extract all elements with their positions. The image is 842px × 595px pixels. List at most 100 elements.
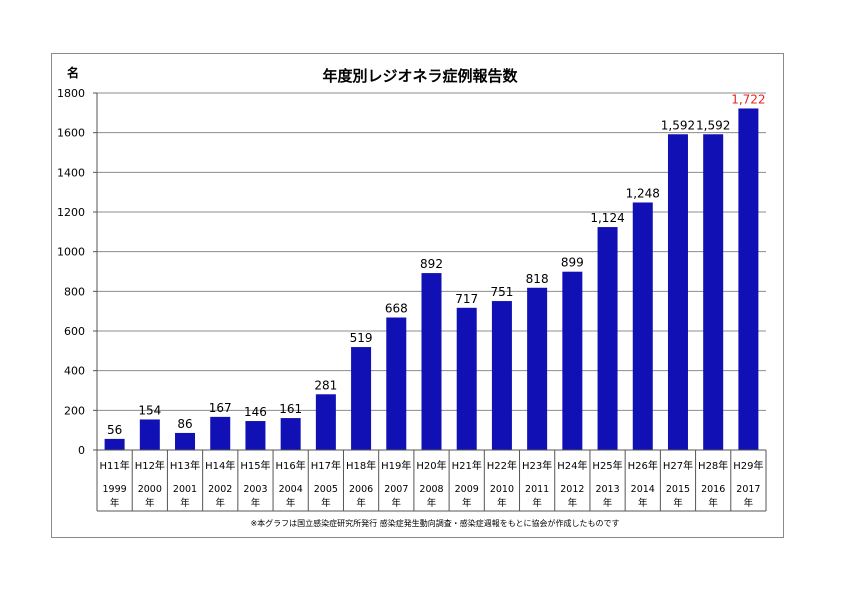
x-tick-label-suffix: 年 [356, 497, 366, 509]
x-tick-label-year: 1999 [103, 484, 127, 495]
x-tick-label-year: 2006 [349, 484, 373, 495]
y-tick-label: 1400 [57, 166, 85, 179]
x-tick-label-suffix: 年 [497, 497, 507, 509]
chart-panel [51, 53, 784, 538]
x-tick-label-era: H15年 [240, 459, 270, 472]
bar [667, 134, 688, 450]
y-tick-label: 400 [64, 365, 85, 378]
data-label: 899 [561, 256, 584, 270]
x-tick-label-era: H21年 [452, 459, 482, 472]
bar [456, 307, 477, 450]
bar [210, 416, 231, 450]
bar [280, 418, 301, 450]
bars [104, 108, 759, 450]
x-tick-label-era: H22年 [487, 459, 517, 472]
x-tick-label-suffix: 年 [286, 497, 296, 509]
bar [738, 108, 759, 450]
x-tick-label-suffix: 年 [568, 497, 578, 509]
data-label: 86 [177, 417, 192, 431]
x-tick-label-era: H25年 [592, 459, 622, 472]
data-label: 167 [209, 401, 232, 415]
y-tick-label: 0 [78, 444, 85, 457]
data-label: 161 [279, 402, 302, 416]
data-label: 1,592 [661, 118, 695, 132]
data-label: 1,592 [696, 118, 730, 132]
x-tick-label-suffix: 年 [110, 497, 120, 509]
x-tick-label-suffix: 年 [145, 497, 155, 509]
footnote: ※本グラフは国立感染症研究所発行 感染症発生動向調査・感染症週報をもとに協会が作… [250, 518, 619, 528]
x-tick-label-year: 2000 [138, 484, 162, 495]
x-tick-label-suffix: 年 [321, 497, 331, 509]
x-tick-label-suffix: 年 [638, 497, 648, 509]
data-label: 717 [455, 292, 478, 306]
x-tick-label-era: H13年 [170, 459, 200, 472]
x-tick-label-year: 2015 [666, 484, 690, 495]
x-tick-label-year: 2011 [525, 484, 549, 495]
x-tick-label-era: H16年 [276, 459, 306, 472]
x-tick-label-suffix: 年 [603, 497, 613, 509]
x-tick-label-era: H23年 [522, 459, 552, 472]
x-tick-label-suffix: 年 [532, 497, 542, 509]
bar [597, 227, 618, 450]
value-labels: 56 154 86 167 146 161 281 519 668 892 717 751 818 899… [107, 92, 766, 436]
bar [386, 317, 407, 450]
data-label: 154 [138, 403, 161, 417]
bar [632, 202, 653, 450]
x-tick-label-suffix: 年 [180, 497, 190, 509]
data-label: 892 [420, 257, 443, 271]
bar [703, 134, 724, 450]
bar [315, 394, 336, 450]
x-tick-label-year: 2017 [736, 484, 760, 495]
x-tick-label-year: 2003 [243, 484, 267, 495]
x-tick-label-year: 2010 [490, 484, 514, 495]
x-tick-label-era: H29年 [733, 459, 763, 472]
y-tick-label: 200 [64, 404, 85, 417]
x-tick-label-era: H14年 [205, 459, 235, 472]
data-label: 146 [244, 405, 267, 419]
data-label: 818 [526, 272, 549, 286]
x-tick-label-era: H11年 [99, 459, 129, 472]
y-tick-label: 800 [64, 285, 85, 298]
x-tick-label-era: H17年 [311, 459, 341, 472]
x-tick-label-year: 2002 [208, 484, 232, 495]
x-tick-label-era: H27年 [663, 459, 693, 472]
category-table: H11年 1999 年 H12年 2000 年 H13年 2001 年 H14年 2002 年 H15年… [96, 450, 767, 512]
x-tick-label-suffix: 年 [251, 497, 261, 509]
x-tick-label-year: 2013 [595, 484, 619, 495]
y-tick-label: 1600 [57, 127, 85, 140]
x-tick-label-era: H19年 [381, 459, 411, 472]
data-label: 519 [350, 331, 373, 345]
x-tick-label-suffix: 年 [392, 497, 402, 509]
chart-title: 年度別レジオネラ症例報告数 [322, 67, 518, 85]
x-tick-label-era: H28年 [698, 459, 728, 472]
data-label: 56 [107, 423, 122, 437]
bar [562, 271, 583, 450]
data-label: 1,124 [590, 211, 624, 225]
y-tick-label: 1000 [57, 246, 85, 259]
x-tick-label-suffix: 年 [215, 497, 225, 509]
bar [139, 419, 160, 450]
x-tick-label-suffix: 年 [673, 497, 683, 509]
bar [527, 287, 548, 450]
bar [245, 421, 266, 450]
x-tick-label-year: 2005 [314, 484, 338, 495]
bar [421, 273, 442, 450]
x-tick-label-year: 2009 [455, 484, 479, 495]
x-tick-label-year: 2014 [631, 484, 655, 495]
data-label: 751 [490, 285, 513, 299]
bar [491, 301, 512, 450]
x-tick-label-era: H18年 [346, 459, 376, 472]
bar [104, 438, 125, 450]
data-label: 668 [385, 302, 408, 316]
data-label: 281 [314, 378, 337, 392]
x-tick-label-year: 2008 [419, 484, 443, 495]
x-tick-label-suffix: 年 [708, 497, 718, 509]
axes: 0 200 400 600 800 1000 1200 1400 1600 1800 [57, 87, 766, 457]
data-label: 1,722 [731, 92, 765, 106]
x-tick-label-era: H26年 [628, 459, 658, 472]
bar [175, 432, 196, 450]
gridlines [97, 92, 766, 411]
x-tick-label-era: H24年 [557, 459, 587, 472]
x-tick-label-suffix: 年 [427, 497, 437, 509]
